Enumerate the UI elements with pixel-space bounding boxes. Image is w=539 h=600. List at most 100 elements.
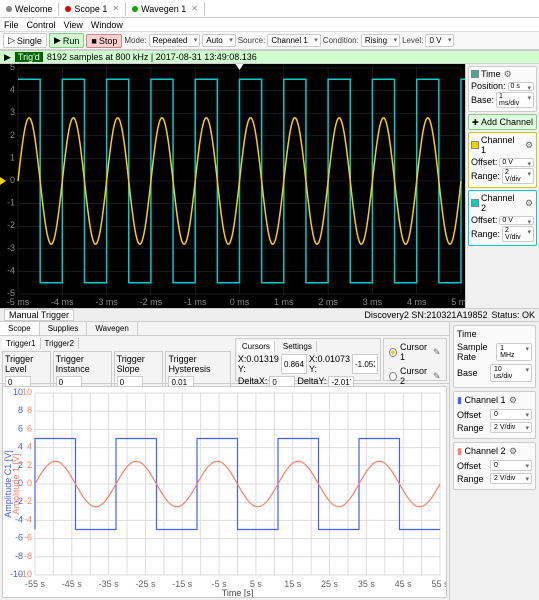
svg-text:-6: -6 (15, 533, 23, 543)
svg-text:-8: -8 (24, 551, 32, 561)
svg-text:-5: -5 (7, 288, 15, 298)
base-select[interactable]: 1 ms/div (496, 92, 534, 108)
svg-text:-45 s: -45 s (62, 579, 83, 589)
lch2-range[interactable]: 2 V/div (490, 473, 532, 484)
svg-text:Time [s]: Time [s] (222, 588, 254, 597)
ch1-range[interactable]: 2 V/div (502, 168, 534, 184)
svg-text:55 s: 55 s (431, 579, 446, 589)
time-panel: Time⚙ Position:0 s Base:1 ms/div (468, 66, 537, 112)
scope-toolbar: ▷Single ▶Run ■Stop Mode: Repeated Auto S… (0, 32, 539, 50)
device-status: Manual Trigger Discovery2 SN:210321A1985… (0, 308, 539, 322)
tab-supplies[interactable]: Supplies (40, 322, 88, 335)
level-label: Level: (402, 36, 423, 45)
status-bar: ▶ Trig'd 8192 samples at 800 kHz | 2017-… (0, 50, 539, 64)
svg-text:8: 8 (27, 405, 32, 415)
level-select[interactable]: 0 V (425, 34, 454, 47)
tab-wavegen-lower[interactable]: Wavegen (87, 322, 138, 335)
svg-text:2: 2 (10, 130, 15, 140)
cursor1-button[interactable]: Cursor 1✎ (386, 341, 444, 363)
tab-scope[interactable]: Scope 1✕ (59, 2, 126, 16)
single-button[interactable]: ▷Single (3, 33, 47, 48)
svg-text:-2: -2 (24, 496, 32, 506)
menu-file[interactable]: File (4, 20, 19, 30)
cursors-panel: Cursors Settings X:0.01319 Y: X:0.01073 … (235, 338, 381, 381)
sample-rate-select[interactable]: 1 MHz (496, 343, 532, 361)
trigger-row: Trigger1 Trigger2 Trigger Level Trigger … (0, 336, 449, 384)
tab-wavegen[interactable]: Wavegen 1✕ (126, 2, 205, 16)
source-select[interactable]: Channel 1 (267, 34, 320, 47)
svg-text:-5 ms: -5 ms (7, 297, 30, 307)
gear-icon[interactable]: ⚙ (508, 447, 518, 457)
ch1-offset[interactable]: 0 V (499, 158, 534, 167)
svg-text:0 ms: 0 ms (230, 297, 250, 307)
cursor-x1[interactable] (281, 354, 307, 374)
svg-text:6: 6 (18, 423, 23, 433)
position-select[interactable]: 0 s (508, 82, 534, 91)
svg-text:-4: -4 (24, 514, 32, 524)
ch2-range[interactable]: 2 V/div (502, 226, 534, 242)
lch2-offset[interactable]: 0 (490, 460, 532, 471)
svg-text:5 ms: 5 ms (451, 297, 465, 307)
svg-text:4: 4 (18, 442, 23, 452)
trigger-state: Trig'd (15, 52, 43, 62)
tab-welcome[interactable]: Welcome (0, 2, 59, 16)
svg-text:-2 ms: -2 ms (140, 297, 163, 307)
svg-text:3: 3 (10, 107, 15, 117)
scope-display[interactable]: -5 ms-4 ms-3 ms-2 ms-1 ms0 ms1 ms2 ms3 m… (0, 64, 465, 308)
svg-text:-4: -4 (7, 265, 15, 275)
svg-text:-8: -8 (15, 551, 23, 561)
svg-text:-35 s: -35 s (99, 579, 120, 589)
sample-info: 8192 samples at 800 kHz | 2017-08-31 13:… (47, 52, 257, 62)
svg-text:-15 s: -15 s (172, 579, 193, 589)
doc-tabs: Welcome Scope 1✕ Wavegen 1✕ (0, 0, 539, 18)
menu-window[interactable]: Window (91, 20, 123, 30)
trigger2-tab[interactable]: Trigger2 (41, 338, 80, 349)
source-label: Source: (238, 36, 266, 45)
svg-text:2 ms: 2 ms (318, 297, 338, 307)
svg-text:35 s: 35 s (358, 579, 376, 589)
svg-text:25 s: 25 s (321, 579, 339, 589)
run-button[interactable]: ▶Run (49, 33, 84, 48)
ch2-offset[interactable]: 0 V (499, 216, 534, 225)
gear-icon[interactable]: ⚙ (503, 69, 513, 79)
tab-scope-lower[interactable]: Scope (0, 322, 40, 335)
lch1-panel: ▮ Channel 1 ⚙ Offset0 Range2 V/div (453, 391, 536, 439)
mode-select[interactable]: Repeated (149, 34, 201, 47)
cursor-x2[interactable] (352, 354, 378, 374)
lch1-range[interactable]: 2 V/div (490, 422, 532, 433)
svg-text:-2: -2 (7, 220, 15, 230)
svg-text:3 ms: 3 ms (363, 297, 383, 307)
time-checkbox[interactable] (471, 70, 479, 78)
gear-icon[interactable]: ⚙ (524, 198, 534, 208)
ch2-checkbox[interactable] (471, 199, 479, 207)
lower-chart[interactable]: -55 s-45 s-35 s-25 s-15 s-5 s5 s15 s25 s… (2, 386, 447, 598)
settings-tab[interactable]: Settings (279, 341, 317, 352)
svg-text:-55 s: -55 s (25, 579, 46, 589)
cursors-tab[interactable]: Cursors (238, 341, 275, 352)
close-icon[interactable]: ✕ (112, 4, 119, 13)
mode-label: Mode: (124, 36, 146, 45)
svg-text:6: 6 (27, 423, 32, 433)
gear-icon[interactable]: ⚙ (508, 396, 518, 406)
lch1-offset[interactable]: 0 (490, 409, 532, 420)
svg-text:0: 0 (10, 175, 15, 185)
add-channel-button[interactable]: ✚ Add Channel (468, 114, 537, 130)
svg-text:5: 5 (10, 64, 15, 72)
lch2-panel: ▮ Channel 2 ⚙ Offset0 Range2 V/div (453, 442, 536, 490)
menu-view[interactable]: View (64, 20, 83, 30)
close-icon[interactable]: ✕ (191, 4, 198, 13)
svg-text:-1: -1 (7, 198, 15, 208)
trigger1-tab[interactable]: Trigger1 (2, 338, 41, 349)
manual-trigger-button[interactable]: Manual Trigger (4, 309, 74, 321)
gear-icon[interactable]: ⚙ (524, 140, 534, 150)
cond-select[interactable]: Rising (361, 34, 400, 47)
stop-button[interactable]: ■Stop (86, 34, 122, 48)
ch1-checkbox[interactable] (471, 141, 479, 149)
svg-text:8: 8 (18, 405, 23, 415)
menu-control[interactable]: Control (27, 20, 56, 30)
cursor2-button[interactable]: Cursor 2✎ (386, 365, 444, 387)
base2-select[interactable]: 10 us/div (490, 364, 532, 382)
lower-tabs: Scope Supplies Wavegen (0, 322, 449, 336)
menubar: File Control View Window (0, 18, 539, 32)
auto-select[interactable]: Auto (202, 34, 235, 47)
